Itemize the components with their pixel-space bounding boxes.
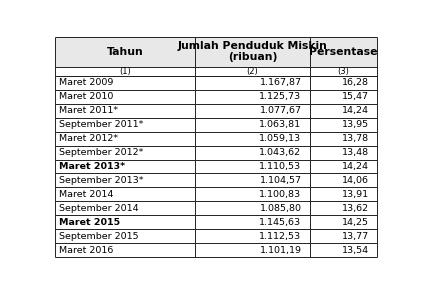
Text: 1.145,63: 1.145,63	[259, 218, 301, 227]
Text: 13,91: 13,91	[342, 190, 369, 199]
Text: (3): (3)	[338, 67, 349, 76]
Text: 1.063,81: 1.063,81	[259, 120, 301, 129]
Text: Maret 2011*: Maret 2011*	[59, 106, 119, 115]
Text: 14,06: 14,06	[342, 176, 369, 185]
Text: 14,24: 14,24	[342, 162, 369, 171]
Text: (1): (1)	[119, 67, 131, 76]
Text: 14,24: 14,24	[342, 106, 369, 115]
Text: 1.059,13: 1.059,13	[259, 134, 301, 143]
Text: 1.101,19: 1.101,19	[260, 246, 301, 255]
Text: Maret 2013*: Maret 2013*	[59, 162, 125, 171]
Text: 1.043,62: 1.043,62	[259, 148, 301, 157]
Text: 1.125,73: 1.125,73	[259, 92, 301, 101]
Text: Persentase: Persentase	[309, 47, 378, 57]
Text: 15,47: 15,47	[342, 92, 369, 101]
Text: 1.104,57: 1.104,57	[260, 176, 301, 185]
Text: 13,54: 13,54	[342, 246, 369, 255]
Text: 1.167,87: 1.167,87	[260, 78, 301, 87]
Text: (2): (2)	[246, 67, 258, 76]
Text: 13,48: 13,48	[342, 148, 369, 157]
Text: 1.085,80: 1.085,80	[260, 204, 301, 213]
Text: September 2014: September 2014	[59, 204, 139, 213]
Text: Maret 2015: Maret 2015	[59, 218, 120, 227]
Text: Maret 2010: Maret 2010	[59, 92, 114, 101]
Bar	[55, 37, 377, 67]
Text: 14,25: 14,25	[342, 218, 369, 227]
Text: Maret 2014: Maret 2014	[59, 190, 114, 199]
Text: September 2015: September 2015	[59, 232, 139, 241]
Text: 13,78: 13,78	[342, 134, 369, 143]
Text: 1.077,67: 1.077,67	[260, 106, 301, 115]
Text: 1.110,53: 1.110,53	[259, 162, 301, 171]
Text: 13,77: 13,77	[342, 232, 369, 241]
Text: Maret 2012*: Maret 2012*	[59, 134, 119, 143]
Text: 16,28: 16,28	[342, 78, 369, 87]
Text: September 2011*: September 2011*	[59, 120, 143, 129]
Text: 1.100,83: 1.100,83	[259, 190, 301, 199]
Text: 13,62: 13,62	[342, 204, 369, 213]
Text: 13,95: 13,95	[342, 120, 369, 129]
Text: 1.112,53: 1.112,53	[259, 232, 301, 241]
Text: Maret 2009: Maret 2009	[59, 78, 114, 87]
Text: September 2012*: September 2012*	[59, 148, 143, 157]
Text: September 2013*: September 2013*	[59, 176, 144, 185]
Text: Tahun: Tahun	[107, 47, 144, 57]
Text: Jumlah Penduduk Miskin
(ribuan): Jumlah Penduduk Miskin (ribuan)	[178, 41, 327, 62]
Text: Maret 2016: Maret 2016	[59, 246, 114, 255]
